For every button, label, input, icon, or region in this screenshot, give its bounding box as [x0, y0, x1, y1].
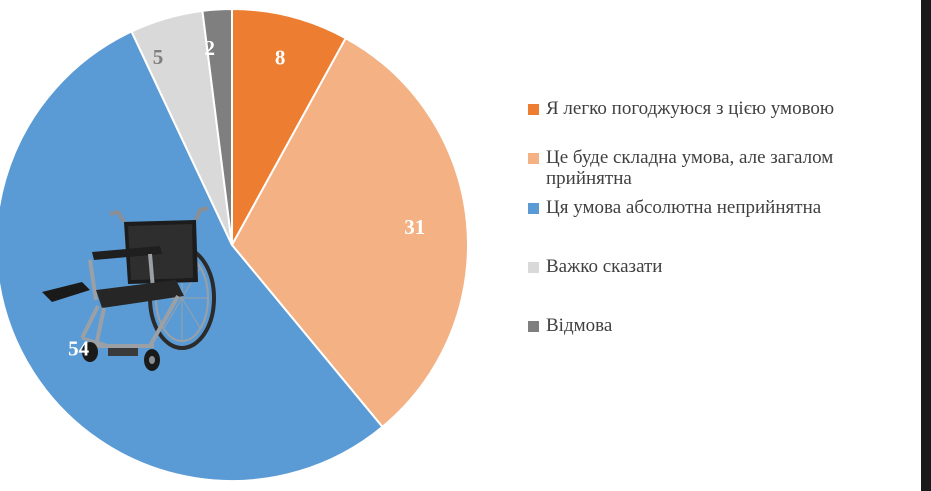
legend-swatch: [528, 104, 539, 115]
legend-swatch: [528, 321, 539, 332]
pie-slice: [231, 7, 348, 246]
window-edge: [921, 0, 931, 491]
legend-swatch: [528, 153, 539, 164]
slice-value-label: 2: [205, 36, 216, 60]
legend-item: Важко сказати: [528, 256, 931, 277]
wheelchair-icon: [42, 206, 216, 371]
legend-label: Я легко погоджуюся з цією умовою: [546, 98, 835, 119]
legend-item: Це буде складна умова, але загалом прийн…: [528, 147, 931, 189]
legend-label: Важко сказати: [546, 256, 663, 277]
legend-item: Я легко погоджуюся з цією умовою: [528, 98, 931, 119]
slice-value-label: 8: [275, 46, 286, 70]
legend-swatch: [528, 203, 539, 214]
legend-label: Ця умова абсолютна неприйнятна: [546, 197, 822, 218]
slice-value-label: 54: [68, 337, 90, 361]
legend-item: Ця умова абсолютна неприйнятна: [528, 197, 931, 218]
legend-item: Відмова: [528, 315, 931, 336]
pie-slice: [201, 7, 233, 246]
slice-value-label: 5: [153, 45, 164, 69]
legend: Я легко погоджуюся з цією умовою Це буде…: [528, 98, 931, 336]
pie-slices: [0, 7, 469, 482]
pie-slice: [230, 36, 469, 429]
legend-swatch: [528, 262, 539, 273]
slice-value-labels: 8 31 54 5 2: [68, 36, 425, 361]
slice-value-label: 31: [404, 215, 425, 239]
legend-label: Відмова: [546, 315, 613, 336]
legend-label: Це буде складна умова, але загалом прийн…: [546, 147, 834, 189]
